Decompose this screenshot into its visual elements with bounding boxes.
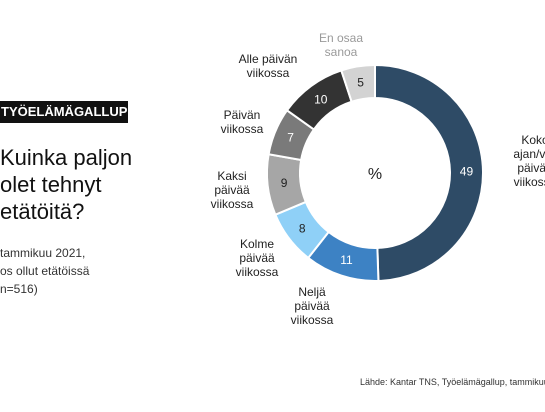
slice-category-label: En osaa sanoa: [319, 31, 363, 59]
slice-category-label: Kaksi päivää viikossa: [211, 169, 254, 211]
slice-value-label: 10: [314, 92, 328, 106]
survey-info-line-1: tammikuu 2021,: [0, 246, 86, 260]
slice-category-label: Kolme päivää viikossa: [236, 237, 279, 279]
survey-info-line-2: os ollut etätöissä: [0, 264, 90, 278]
chart-question-title: Kuinka paljon olet tehnyt etätöitä?: [0, 144, 160, 225]
survey-info: tammikuu 2021, os ollut etätöissä n=516): [0, 244, 160, 298]
slice-category-label: Alle päivän viikossa: [239, 52, 298, 80]
slice-value-label: 5: [357, 76, 364, 90]
source-note: Lähde: Kantar TNS, Työelämägallup, tammi…: [360, 377, 545, 387]
slice-value-label: 49: [460, 165, 474, 179]
gallup-tag: TYÖELÄMÄGALLUP: [0, 101, 128, 123]
slice-value-label: 9: [281, 176, 288, 190]
title-line-2: olet tehnyt: [0, 172, 102, 197]
slice-value-label: 7: [287, 131, 294, 145]
donut-center-label: %: [368, 166, 382, 183]
slice-category-label: Neljä päivää viikossa: [291, 285, 334, 327]
title-line-1: Kuinka paljon: [0, 145, 133, 170]
slice-value-label: 8: [299, 221, 306, 235]
slice-category-label: Kokoajan/viispäivääviikossa: [513, 133, 545, 189]
title-line-3: etätöitä?: [0, 199, 85, 224]
donut-slice: [340, 63, 376, 104]
slice-value-label: 11: [340, 253, 353, 267]
donut-slice: [374, 63, 484, 282]
slice-category-label: Päivän viikossa: [221, 108, 264, 136]
survey-info-line-3: n=516): [0, 282, 38, 296]
